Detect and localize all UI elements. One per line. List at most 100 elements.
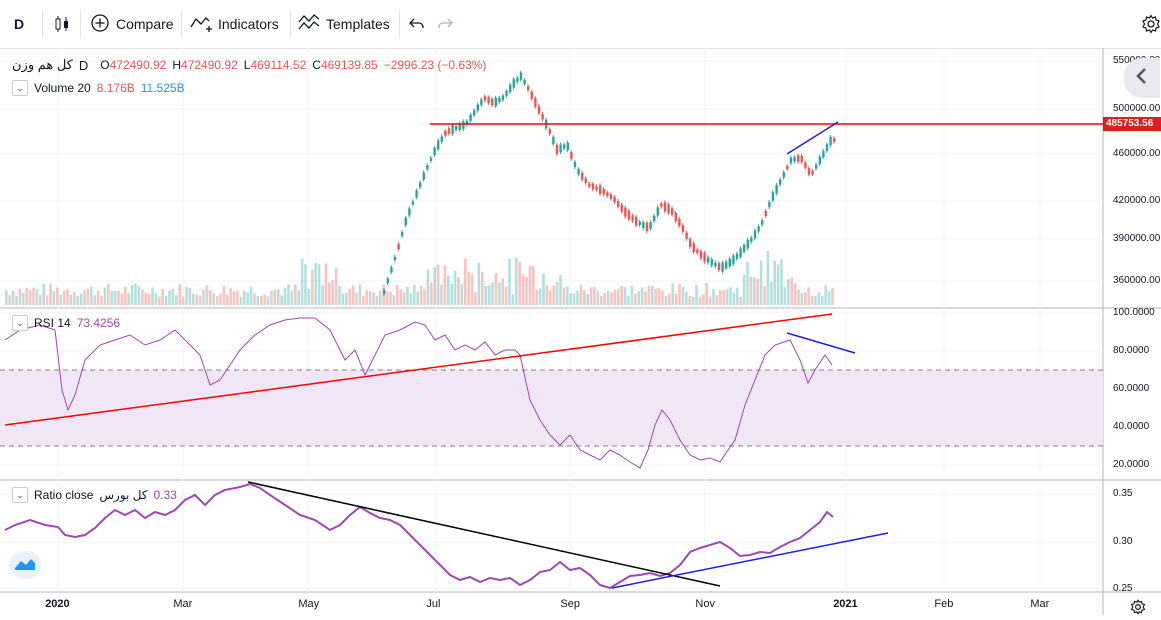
candle-body: [711, 259, 713, 265]
volume-bar: [83, 290, 86, 305]
volume-bar: [518, 262, 521, 305]
candle-body: [487, 97, 489, 103]
candle-body: [477, 105, 479, 111]
volume-bar: [787, 279, 790, 305]
volume-bar: [508, 259, 511, 305]
candle-body: [448, 128, 450, 133]
candle-body: [639, 222, 641, 225]
volume-bar: [474, 292, 477, 305]
candle-body: [570, 152, 572, 159]
volume-bar: [308, 289, 311, 305]
volume-bar: [110, 291, 113, 305]
volume-bar: [641, 287, 644, 305]
rsi-value: 73.4256: [77, 316, 120, 330]
volume-bar: [243, 291, 246, 305]
rsi-band: [0, 370, 1103, 446]
volume-bar: [525, 277, 528, 305]
candle-body: [754, 230, 756, 238]
volume-bar: [178, 284, 181, 305]
candle-body: [502, 96, 504, 100]
candle-body: [765, 211, 767, 216]
candle-body: [577, 169, 579, 174]
candle-body: [624, 208, 626, 217]
volume-bar: [80, 294, 83, 305]
volume-bar: [644, 291, 647, 305]
volume-bar: [274, 289, 277, 305]
volume-bar: [182, 297, 185, 305]
volume-bar: [688, 296, 691, 305]
volume-bar: [141, 289, 144, 305]
tradingview-logo-button[interactable]: [9, 551, 41, 579]
volume-bar: [617, 289, 620, 305]
volume-bar: [175, 295, 178, 305]
chevron-left-icon: [1135, 67, 1149, 90]
volume-bar: [552, 286, 555, 305]
volume-bar: [556, 282, 559, 305]
volume-bar: [427, 269, 430, 305]
volume-bar: [484, 286, 487, 305]
collapse-chevron-icon[interactable]: ⌄: [12, 80, 28, 96]
volume-bar: [138, 287, 141, 305]
volume-bar: [631, 286, 634, 305]
candle-body: [808, 168, 810, 174]
volume-bar: [790, 278, 793, 305]
time-tick-label: May: [298, 598, 319, 610]
scroll-back-button[interactable]: [1124, 58, 1160, 98]
volume-bar: [410, 294, 413, 305]
candle-body: [790, 158, 792, 164]
volume-bars: [5, 251, 834, 305]
volume-bar: [216, 296, 219, 305]
volume-bar: [467, 272, 470, 305]
candle-body: [484, 96, 486, 100]
candle-body: [433, 148, 435, 155]
volume-bar: [168, 291, 171, 305]
legend-interval: D: [79, 58, 88, 73]
volume-bar: [760, 260, 763, 305]
ohlc-close: C469139.85: [312, 58, 377, 72]
axis-settings-gear-icon[interactable]: [1130, 599, 1146, 620]
volume-bar: [345, 293, 348, 305]
volume-bar: [532, 266, 535, 305]
volume-bar: [389, 292, 392, 305]
volume-bar: [284, 288, 287, 305]
volume-bar: [576, 291, 579, 305]
volume-bar: [386, 291, 389, 305]
volume-bar: [314, 263, 317, 305]
volume-bar: [695, 285, 698, 305]
rsi-tick-label: 100.0000: [1113, 307, 1155, 318]
volume-bar: [535, 290, 538, 305]
volume-bar: [433, 267, 436, 305]
candle-body: [649, 222, 651, 228]
candle-body: [495, 98, 497, 106]
volume-bar: [301, 259, 304, 305]
volume-bar: [206, 285, 209, 305]
time-tick-label: Mar: [1030, 598, 1049, 610]
volume-bar: [236, 290, 239, 305]
volume-bar: [750, 276, 753, 305]
volume-bar: [229, 288, 232, 305]
collapse-chevron-icon[interactable]: ⌄: [12, 487, 28, 503]
candle-body: [617, 201, 619, 207]
volume-bar: [131, 285, 134, 305]
volume-bar: [559, 275, 562, 305]
volume-bar: [372, 292, 375, 305]
volume-bar: [682, 287, 685, 305]
volume-bar: [331, 280, 334, 305]
candle-body: [725, 262, 727, 269]
volume-bar: [32, 288, 35, 305]
ratio-symbol: کل بورس: [99, 488, 147, 502]
price-tick-label: 500000.00: [1113, 103, 1160, 114]
volume-bar: [678, 284, 681, 305]
candle-body: [520, 73, 522, 80]
candle-body: [405, 218, 407, 225]
volume-bar: [15, 296, 18, 305]
candle-body: [628, 211, 630, 219]
candle-body: [437, 140, 439, 149]
volume-bar: [233, 291, 236, 305]
ohlc-open: O472490.92: [100, 58, 166, 72]
last-price-tag: 485753.56: [1103, 117, 1161, 131]
collapse-chevron-icon[interactable]: ⌄: [12, 315, 28, 331]
ratio-legend: ⌄ Ratio close کل بورس 0.33: [12, 487, 177, 503]
candle-body: [635, 217, 637, 225]
volume-bar: [573, 293, 576, 305]
